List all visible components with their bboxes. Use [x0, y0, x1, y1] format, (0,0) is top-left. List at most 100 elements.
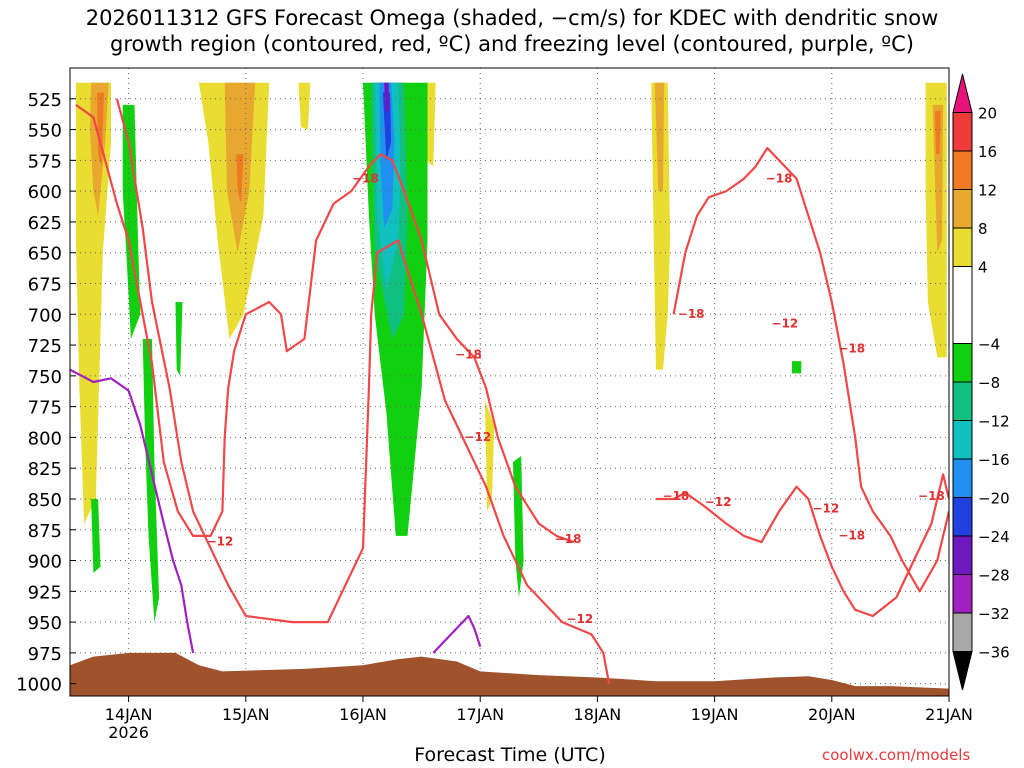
- omega-region-11: [654, 82, 665, 192]
- terrain-layer: [70, 652, 949, 696]
- contour-line-3: [672, 146, 949, 593]
- omega-region-17: [175, 302, 183, 376]
- plot-area: −18 −18 −12 −12 −18 −12 −18 −18 −12 −18 −18 −12 −12 −…: [70, 68, 949, 696]
- colorbar-label: −12: [978, 413, 1010, 431]
- y-tick-label: 700: [28, 305, 62, 326]
- colorbar-label: −36: [978, 644, 1010, 662]
- colorbar-segment: [952, 612, 973, 652]
- contour-label: −18: [663, 489, 690, 503]
- colorbar-segment: [952, 458, 973, 498]
- y-tick-label: 850: [28, 490, 62, 511]
- contour-label: −12: [705, 495, 732, 509]
- colorbar-segment: [952, 266, 973, 344]
- contour-label: −18: [555, 532, 582, 546]
- contour-line-4: [70, 368, 195, 654]
- contour-line-5: [432, 614, 482, 654]
- y-tick-label: 625: [28, 213, 62, 234]
- omega-region-10: [651, 82, 671, 370]
- colorbar-segment: [952, 651, 973, 691]
- colorbar-segment: [952, 381, 973, 421]
- colorbar-label: −28: [978, 567, 1010, 585]
- colorbar-segment: [952, 112, 973, 152]
- colorbar-label: 8: [978, 220, 988, 238]
- colorbar-segment: [952, 343, 973, 383]
- colorbar-segment: [952, 189, 973, 229]
- y-tick-label: 725: [28, 336, 62, 357]
- y-tick-label: 600: [28, 182, 62, 203]
- colorbar: 20 16 12 8 4 −4 −8 −12 −16 −20 −24 −28 −32 −36: [952, 73, 1010, 691]
- contour-label: −18: [678, 307, 705, 321]
- omega-region-16: [142, 338, 160, 623]
- colorbar-label: −8: [978, 374, 1000, 392]
- colorbar-label: −24: [978, 528, 1010, 546]
- omega-shading-layer: [75, 82, 947, 623]
- contour-line-1: [656, 473, 949, 618]
- contour-label: −18: [838, 528, 865, 542]
- contour-label: −12: [207, 535, 234, 549]
- terrain-fill: [70, 652, 949, 696]
- x-tick-label: 14JAN: [105, 705, 153, 724]
- x-tick-label: 15JAN: [222, 705, 270, 724]
- omega-region-18: [91, 499, 101, 573]
- contour-label: −18: [838, 341, 865, 355]
- omega-region-6: [298, 82, 311, 130]
- contour-label: −12: [464, 430, 491, 444]
- y-tick-label: 800: [28, 428, 62, 449]
- colorbar-segment: [952, 497, 973, 537]
- colorbar-label: −4: [978, 336, 1000, 354]
- chart-title-line-2: growth region (contoured, red, ºC) and f…: [110, 32, 914, 56]
- contour-label: −12: [772, 317, 799, 331]
- contour-label: −18: [352, 171, 379, 185]
- x-tick-label: 20JAN: [808, 705, 856, 724]
- omega-region-5: [236, 154, 244, 204]
- gridlines: [70, 68, 949, 696]
- y-tick-label: 975: [28, 644, 62, 665]
- colorbar-label: 16: [978, 143, 997, 161]
- contour-layer: [70, 98, 949, 684]
- y-tick-label: 950: [28, 613, 62, 634]
- contour-label: −18: [455, 347, 482, 361]
- colorbar-segment: [952, 73, 973, 113]
- contour-label: −18: [766, 171, 793, 185]
- y-tick-label: 1000: [16, 675, 62, 696]
- contour-label-layer: −18 −18 −12 −12 −18 −12 −18 −18 −12 −18 −18 −12 −12 −…: [207, 171, 945, 626]
- x-tick-label: 18JAN: [574, 705, 622, 724]
- omega-region-0: [75, 82, 111, 524]
- contour-label: −12: [566, 612, 593, 626]
- y-tick-label: 875: [28, 521, 62, 542]
- omega-region-24: [384, 82, 389, 112]
- colorbar-segment: [952, 574, 973, 614]
- chart-title-line-1: 2026011312 GFS Forecast Omega (shaded, −…: [85, 6, 939, 30]
- colorbar-segment: [952, 420, 973, 460]
- contour-label: −12: [813, 501, 840, 515]
- colorbar-label: 4: [978, 259, 988, 277]
- x-axis-title: Forecast Time (UTC): [414, 744, 606, 766]
- y-tick-label: 825: [28, 459, 62, 480]
- y-tick-label: 900: [28, 552, 62, 573]
- y-tick-label: 575: [28, 151, 62, 172]
- omega-region-9: [484, 400, 495, 512]
- y-tick-label: 675: [28, 274, 62, 295]
- colorbar-label: −16: [978, 451, 1010, 469]
- colorbar-label: −20: [978, 490, 1010, 508]
- y-tick-label: 550: [28, 121, 62, 142]
- colorbar-label: 12: [978, 182, 997, 200]
- x-tick-sublabel: 2026: [108, 723, 149, 742]
- omega-region-23: [382, 92, 392, 161]
- y-tick-label: 650: [28, 244, 62, 265]
- omega-region-26: [792, 361, 802, 374]
- x-tick-label: 16JAN: [339, 705, 387, 724]
- x-tick-label: 21JAN: [925, 705, 973, 724]
- plot-frame: [69, 67, 950, 697]
- colorbar-label: 20: [978, 105, 997, 123]
- colorbar-segment: [952, 227, 973, 267]
- y-axis: 525 550 575 600 625 650 675 700 725 750 775 800 825 8…: [16, 90, 76, 696]
- omega-region-13: [932, 104, 944, 253]
- y-tick-label: 775: [28, 398, 62, 419]
- colorbar-label: −32: [978, 605, 1010, 623]
- x-tick-label: 19JAN: [691, 705, 739, 724]
- y-tick-label: 525: [28, 90, 62, 111]
- watermark: coolwx.com/models: [822, 746, 971, 764]
